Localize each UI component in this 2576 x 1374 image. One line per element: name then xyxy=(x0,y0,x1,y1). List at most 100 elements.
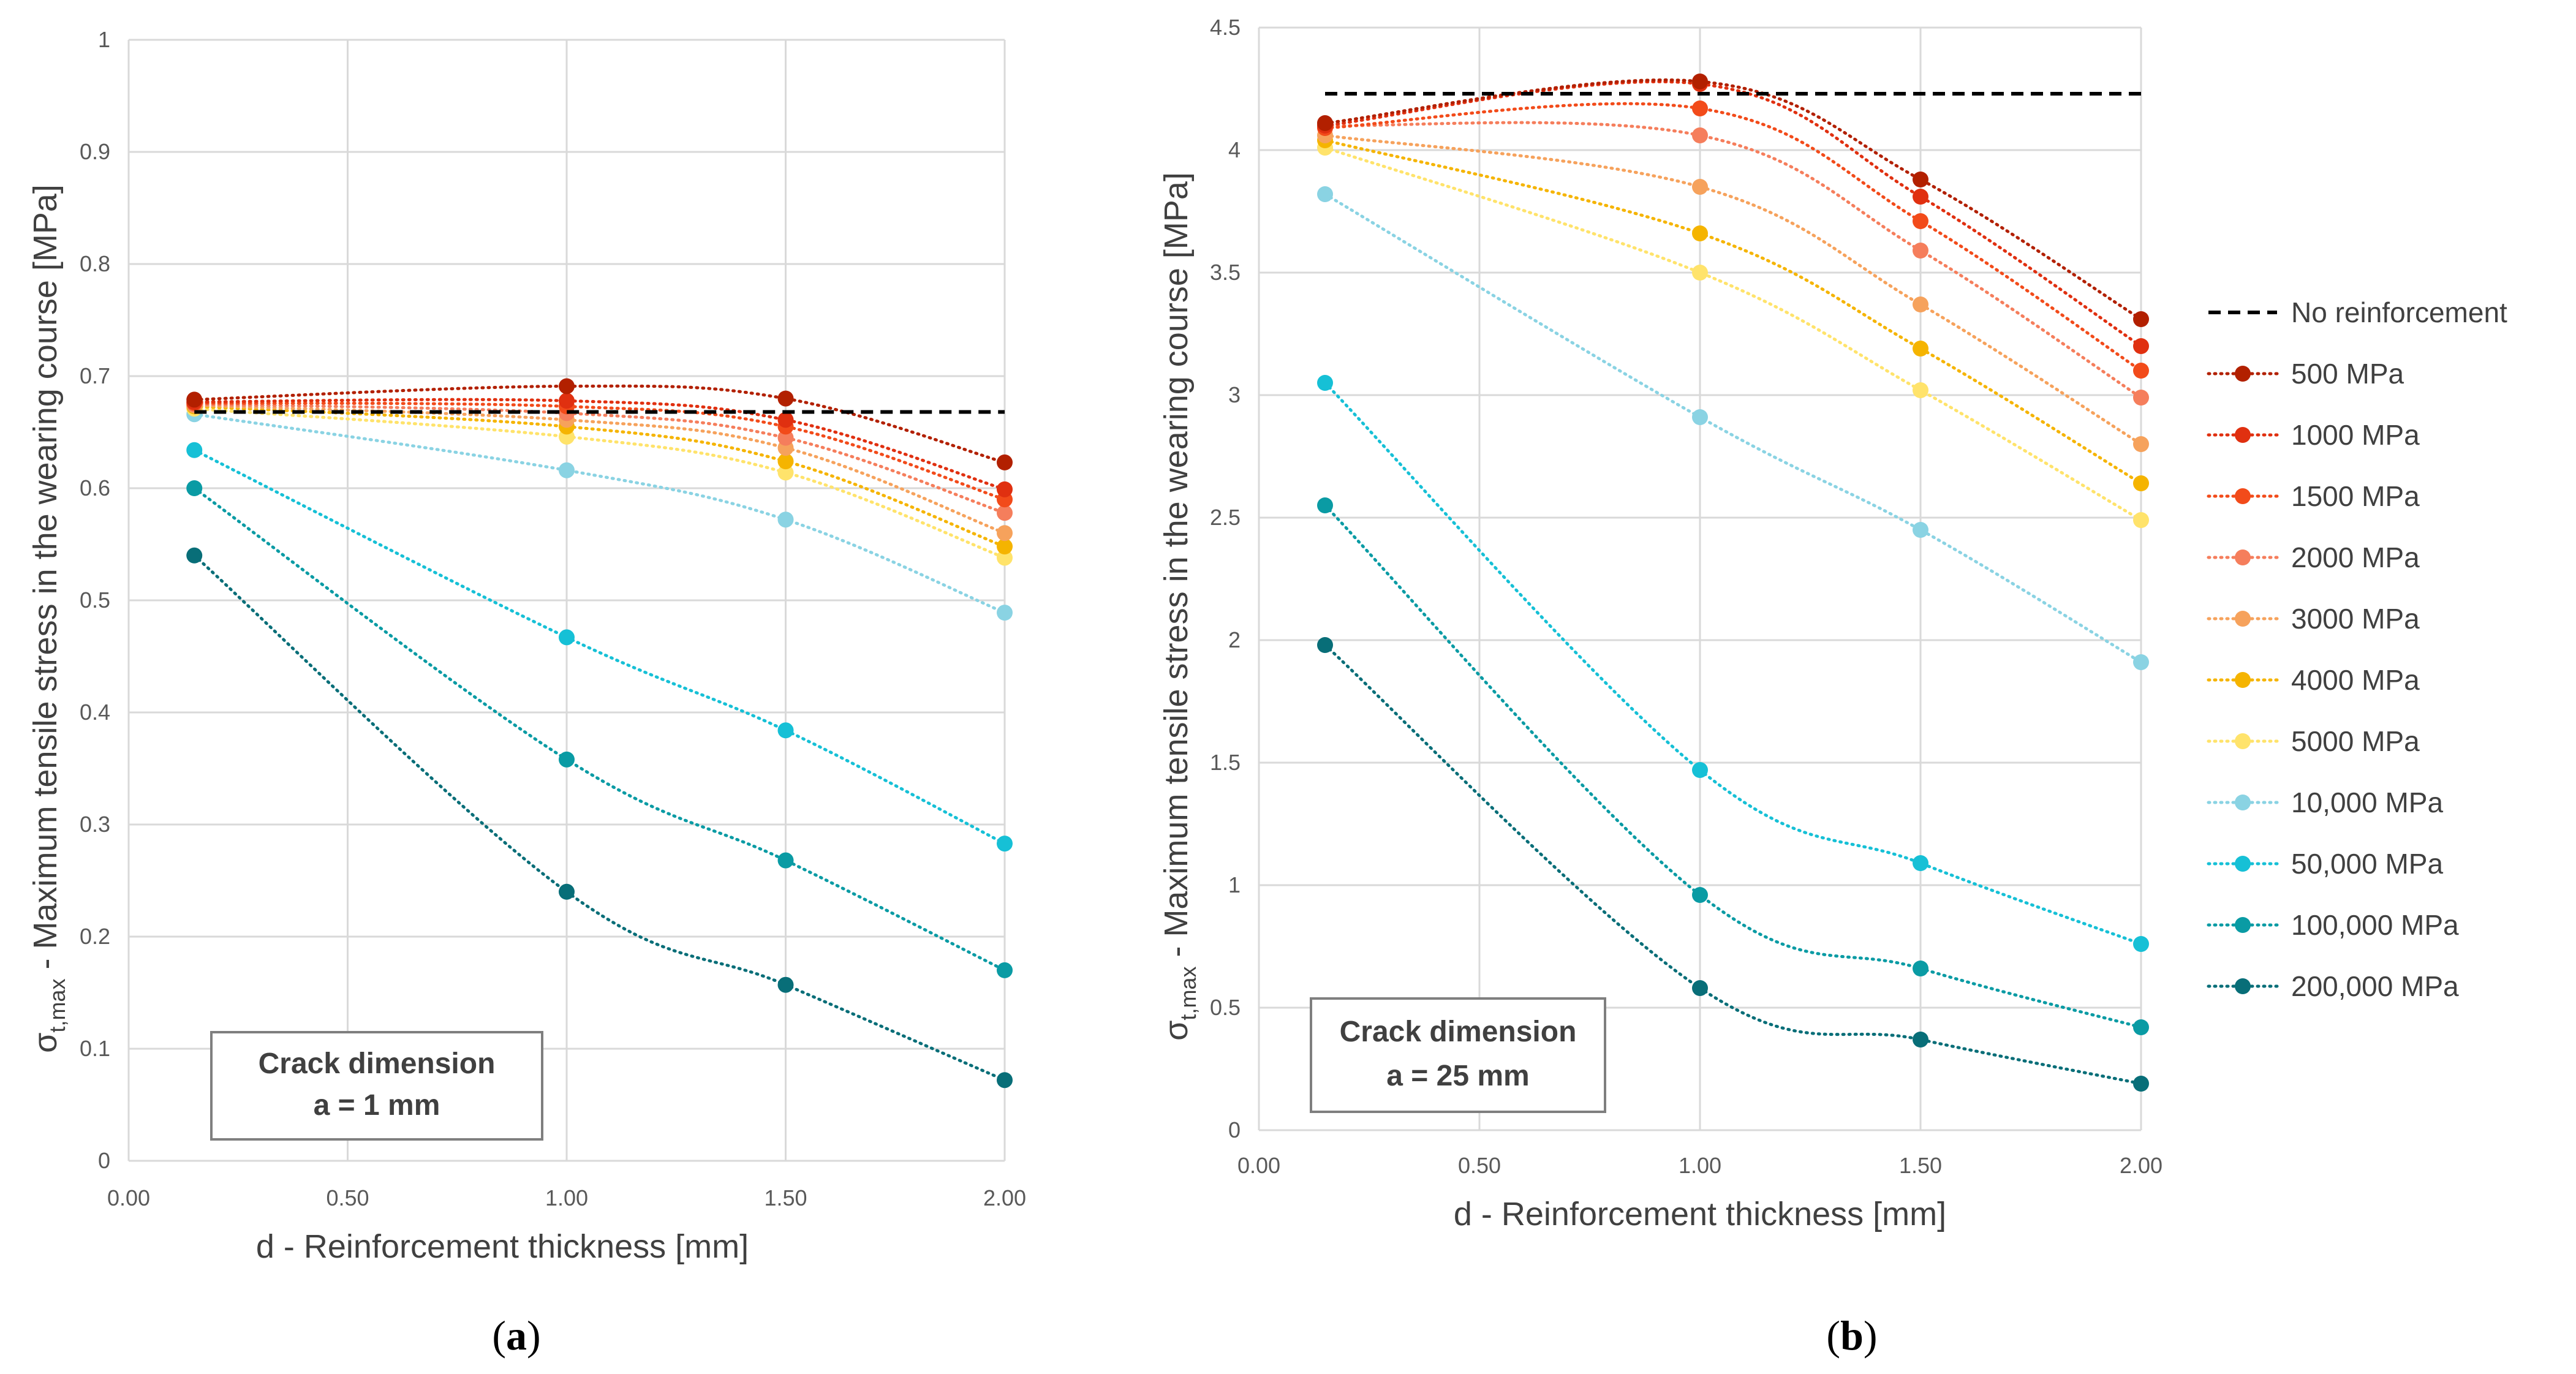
annotation-frame-a xyxy=(210,1031,543,1141)
data-point-3000-mpa-b xyxy=(1913,296,1928,312)
series-line-10-000-mpa-b xyxy=(1323,192,2143,664)
y-ticks-b: 0 0.5 1 1.5 2 2.5 3 3.5 4 4.5 xyxy=(1210,15,1241,1142)
series-line-50-000-mpa-b xyxy=(1323,381,2143,946)
series-line-1500-mpa-a xyxy=(192,401,1007,501)
legend-label: 1000 MPa xyxy=(2291,419,2420,451)
legend-label: 2000 MPa xyxy=(2291,542,2420,573)
y-tick-label-b: 0 xyxy=(1228,1117,1241,1142)
data-point-50-000-mpa-a xyxy=(997,836,1013,852)
annotation-frame-b xyxy=(1310,997,1606,1113)
x-tick-label-b: 2.00 xyxy=(2120,1153,2162,1178)
y-tick-label-a: 1 xyxy=(98,27,110,52)
y-tick-label-b: 0.5 xyxy=(1210,995,1241,1020)
data-point-5000-mpa-b xyxy=(1913,382,1928,398)
chart-panel-a: 0 0.1 0.2 0.3 0.4 0.5 0.6 0.7 0.8 0.9 1 0.00 0.50 1.… xyxy=(27,27,1026,1359)
data-point-1500-mpa-b xyxy=(1913,213,1928,229)
data-point-500-mpa-a xyxy=(186,391,203,408)
y-tick-label-b: 2 xyxy=(1228,627,1241,652)
legend-label: No reinforcement xyxy=(2291,296,2507,328)
data-point-2000-mpa-b xyxy=(1692,127,1708,143)
x-tick-label-a: 0.00 xyxy=(107,1185,150,1210)
data-point-500-mpa-b xyxy=(1692,74,1708,89)
data-point-5000-mpa-a xyxy=(777,464,794,481)
data-point-5000-mpa-a xyxy=(997,549,1013,566)
data-point-200-000-mpa-a xyxy=(559,883,575,900)
legend-item-100-000-mpa: 100,000 MPa xyxy=(2207,909,2459,941)
legend-label: 50,000 MPa xyxy=(2291,848,2443,880)
data-point-50-000-mpa-a xyxy=(559,629,575,646)
data-point-10-000-mpa-b xyxy=(1317,186,1333,202)
legend-label: 5000 MPa xyxy=(2291,725,2420,757)
data-point-10-000-mpa-a xyxy=(559,462,575,478)
data-point-50-000-mpa-a xyxy=(186,442,203,458)
data-point-10-000-mpa-b xyxy=(1692,409,1708,425)
data-point-100-000-mpa-a xyxy=(777,852,794,869)
y-axis-label-b: σt,max - Maximum tensile stress in the w… xyxy=(1158,172,1201,1041)
data-point-200-000-mpa-a xyxy=(997,1072,1013,1089)
legend-swatch-marker xyxy=(2235,549,2251,565)
caption-b: (b) xyxy=(1826,1312,1877,1359)
legend-item-no-reinforcement: No reinforcement xyxy=(2208,296,2507,328)
caption-letter-b: b xyxy=(1840,1312,1864,1359)
legend-label: 3000 MPa xyxy=(2291,603,2420,635)
annotation-box-b: Crack dimension a = 25 mm xyxy=(1310,997,1606,1113)
y-tick-label-a: 0.9 xyxy=(80,139,110,164)
data-point-500-mpa-b xyxy=(1913,172,1928,187)
legend-item-1000-mpa: 1000 MPa xyxy=(2207,419,2420,451)
legend: No reinforcement 500 MPa 1000 MPa 1500 MPa 2… xyxy=(2207,296,2507,1002)
data-point-200-000-mpa-b xyxy=(1913,1032,1928,1047)
x-tick-label-b: 1.50 xyxy=(1899,1153,1942,1178)
data-point-200-000-mpa-a xyxy=(186,547,203,564)
legend-swatch-marker xyxy=(2235,917,2251,933)
y-axis-subscript-a: t,max xyxy=(45,979,70,1033)
data-point-4000-mpa-b xyxy=(1692,225,1708,241)
data-point-1000-mpa-a xyxy=(777,412,794,428)
series-line-3000-mpa-a xyxy=(192,404,1007,535)
data-point-5000-mpa-b xyxy=(1692,265,1708,281)
x-ticks-a: 0.00 0.50 1.00 1.50 2.00 xyxy=(107,1185,1026,1210)
annotation-line1-b: Crack dimension xyxy=(1340,1016,1577,1048)
data-point-1000-mpa-a xyxy=(559,393,575,409)
data-point-10-000-mpa-a xyxy=(997,605,1013,621)
data-point-10-000-mpa-b xyxy=(2133,654,2149,670)
data-point-4000-mpa-b xyxy=(2133,475,2149,491)
legend-label: 1500 MPa xyxy=(2291,480,2420,512)
data-point-2000-mpa-b xyxy=(1913,243,1928,259)
series-line-5000-mpa-b xyxy=(1323,146,2143,522)
data-point-200-000-mpa-b xyxy=(1692,980,1708,996)
data-point-200-000-mpa-b xyxy=(1317,637,1333,653)
data-point-2000-mpa-a xyxy=(997,505,1013,521)
data-point-100-000-mpa-b xyxy=(1913,961,1928,976)
x-tick-label-b: 0.00 xyxy=(1237,1153,1280,1178)
series-line-10-000-mpa-a xyxy=(192,412,1007,614)
annotation-line2-a: a = 1 mm xyxy=(314,1089,440,1122)
x-tick-label-a: 0.50 xyxy=(326,1185,369,1210)
x-ticks-b: 0.00 0.50 1.00 1.50 2.00 xyxy=(1237,1153,2162,1178)
data-point-100-000-mpa-b xyxy=(1317,497,1333,513)
legend-item-5000-mpa: 5000 MPa xyxy=(2207,725,2420,757)
series-line-200-000-mpa-a xyxy=(192,554,1007,1082)
data-point-200-000-mpa-a xyxy=(777,976,794,993)
series-line-500-mpa-a xyxy=(192,384,1007,464)
series-line-1500-mpa-b xyxy=(1323,102,2143,372)
y-tick-label-a: 0.7 xyxy=(80,363,110,388)
data-point-4000-mpa-a xyxy=(777,453,794,470)
y-tick-label-b: 3.5 xyxy=(1210,260,1241,285)
data-point-1000-mpa-b xyxy=(2133,338,2149,354)
y-axis-label-a: σt,max - Maximum tensile stress in the w… xyxy=(27,184,70,1053)
data-point-50-000-mpa-b xyxy=(1317,375,1333,391)
series-line-5000-mpa-a xyxy=(192,407,1007,559)
legend-label: 500 MPa xyxy=(2291,358,2404,390)
series-line-2000-mpa-a xyxy=(192,402,1007,515)
legend-label: 100,000 MPa xyxy=(2291,909,2459,941)
legend-item-50-000-mpa: 50,000 MPa xyxy=(2207,848,2443,880)
x-tick-label-a: 1.00 xyxy=(545,1185,588,1210)
legend-item-3000-mpa: 3000 MPa xyxy=(2207,603,2420,635)
legend-swatch-marker xyxy=(2235,978,2251,994)
x-axis-label-b: d - Reinforcement thickness [mm] xyxy=(1454,1196,1946,1232)
legend-item-10-000-mpa: 10,000 MPa xyxy=(2207,787,2443,818)
data-point-100-000-mpa-a xyxy=(559,751,575,768)
series-group-b xyxy=(1317,74,2149,1092)
data-point-2000-mpa-b xyxy=(2133,390,2149,406)
data-point-100-000-mpa-a xyxy=(186,480,203,496)
